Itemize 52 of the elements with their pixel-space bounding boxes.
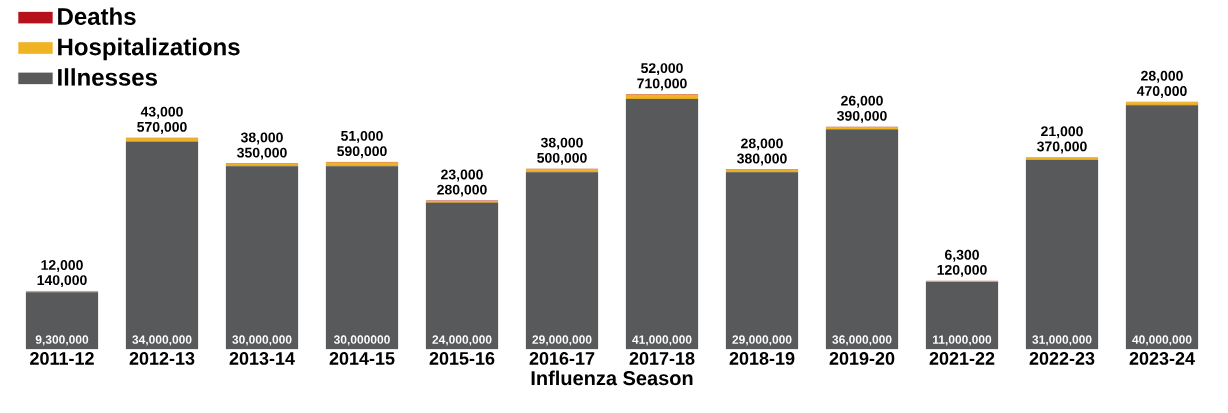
data-label: 140,000 (37, 275, 87, 288)
data-label: 21,000 (1041, 126, 1083, 139)
data-label: 500,000 (537, 152, 587, 165)
data-label: 390,000 (837, 110, 887, 123)
data-label: 280,000 (437, 184, 487, 197)
legend-label: Hospitalizations (58, 37, 240, 61)
data-label: 30,000,000 (232, 335, 292, 346)
data-label: 31,000,000 (1032, 335, 1092, 346)
data-label: 590,000 (337, 146, 387, 159)
legend-label: Illnesses (58, 68, 157, 86)
x-tick-label: 2012-13 (129, 352, 195, 365)
data-label: 38,000 (540, 137, 583, 150)
data-label: 470,000 (1136, 86, 1187, 98)
x-tick-label: 2023-24 (1129, 352, 1195, 365)
data-label: 28,000 (1141, 70, 1183, 83)
legend-label: Deaths (58, 7, 136, 26)
data-label: 28,000 (741, 138, 783, 151)
x-tick-label: 2018-19 (729, 352, 795, 365)
data-label: 41,000,000 (632, 335, 692, 346)
data-label: 570,000 (137, 121, 187, 134)
data-label: 29,000,000 (732, 335, 792, 346)
data-label: 350,000 (237, 147, 287, 160)
data-label: 11,000,000 (933, 335, 992, 346)
data-label: 52,000 (641, 63, 683, 76)
data-label: 24,000,000 (432, 335, 492, 346)
data-label: 26,000 (841, 95, 883, 108)
data-label: 36,000,000 (832, 335, 892, 346)
data-label: 23,000 (441, 169, 483, 182)
data-label: 710,000 (637, 78, 687, 91)
x-tick-label: 2019-20 (829, 352, 895, 365)
x-tick-label: 2022-23 (1029, 352, 1095, 365)
x-tick-label: 2017-18 (629, 352, 695, 365)
x-tick-label: 2013-14 (229, 352, 295, 365)
data-label: 34,000,000 (132, 335, 192, 346)
x-tick-label: 2011-12 (30, 352, 94, 365)
x-tick-label: 2021-22 (929, 352, 995, 365)
data-label: 6,300 (944, 249, 979, 262)
data-label: 9,300,000 (35, 335, 89, 346)
data-label: 370,000 (1037, 141, 1087, 154)
data-label: 43,000 (140, 106, 183, 119)
x-tick-label: 2015-16 (429, 352, 495, 365)
data-label: 38,000 (240, 132, 283, 145)
data-label: 12,000 (41, 260, 83, 272)
data-label: 51,000 (341, 130, 383, 143)
x-tick-label: 2014-15 (329, 352, 395, 365)
data-label: 120,000 (937, 264, 987, 277)
x-tick-label: 2016-17 (529, 352, 595, 365)
data-label: 40,000,000 (1132, 335, 1192, 346)
data-label: 29,000,000 (532, 335, 592, 346)
data-label: 380,000 (737, 153, 787, 166)
x-axis-title: Influenza Season (531, 370, 693, 386)
data-label: 30,000000 (333, 335, 390, 346)
